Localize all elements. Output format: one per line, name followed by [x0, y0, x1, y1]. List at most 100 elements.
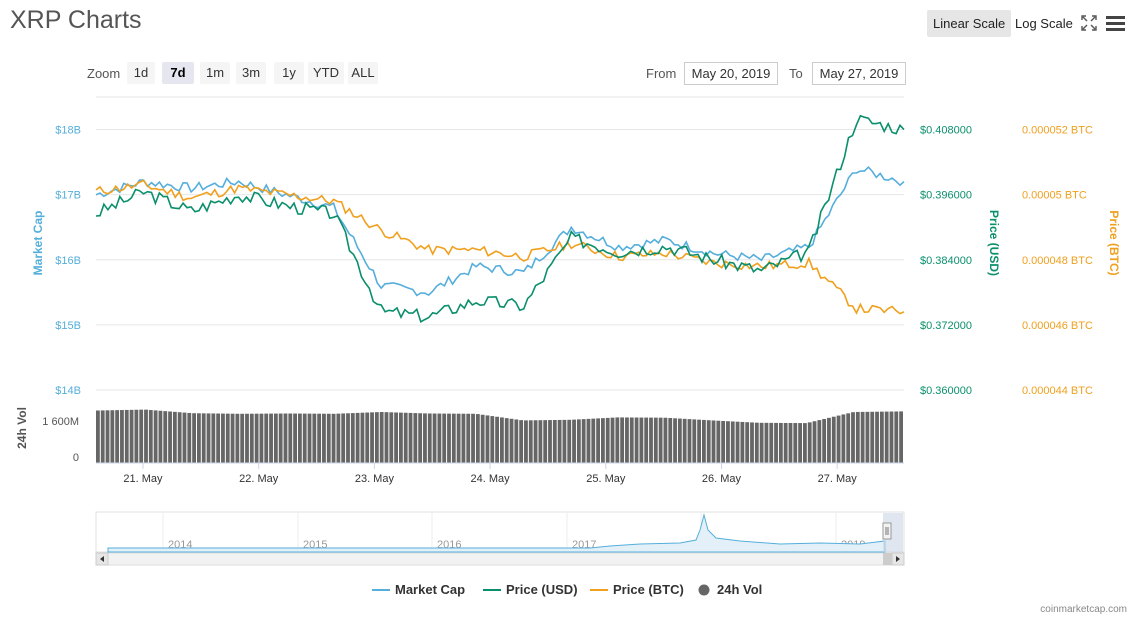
volume-bar	[653, 417, 658, 463]
volume-bar	[307, 413, 312, 463]
volume-tick-label: 0	[73, 452, 79, 464]
volume-bar	[803, 423, 807, 463]
volume-bar	[663, 417, 668, 463]
volume-bar	[817, 420, 822, 463]
volume-bar	[350, 413, 355, 463]
legend-price-usd[interactable]: Price (USD)	[483, 582, 578, 597]
legend-label: Price (USD)	[506, 582, 578, 597]
zoom-all-button[interactable]: ALL	[348, 62, 378, 84]
volume-bar	[798, 423, 802, 463]
volume-bar	[216, 413, 221, 463]
price-btc-tick-label: 0.00005 BTC	[1022, 190, 1087, 202]
zoom-ytd-button[interactable]: YTD	[308, 62, 344, 84]
volume-bar	[740, 421, 745, 463]
x-tick-label: 27. May	[818, 473, 858, 485]
navigator-scrollbar[interactable]	[95, 552, 905, 566]
volume-bar	[182, 412, 187, 463]
volume-bar	[562, 419, 567, 463]
volume-bar	[158, 410, 163, 463]
volume-bar	[293, 413, 297, 463]
volume-bar	[822, 418, 827, 463]
volume-bar	[312, 413, 317, 463]
volume-bar	[374, 412, 379, 463]
scrollbar-thumb[interactable]	[883, 553, 892, 565]
volume-bar	[144, 409, 148, 463]
price-usd-tick-label: $0.360000	[920, 385, 972, 397]
volume-bar	[120, 410, 124, 463]
to-date-input[interactable]: May 27, 2019	[812, 62, 906, 85]
volume-bar	[601, 418, 605, 463]
price-btc-tick-label: 0.000048 BTC	[1022, 255, 1093, 267]
volume-bar	[788, 422, 793, 463]
volume-bar	[855, 411, 860, 463]
legend-volume[interactable]: 24h Vol	[698, 582, 762, 597]
volume-bar	[875, 411, 879, 463]
volume-bar	[495, 416, 499, 463]
line-swatch-icon	[590, 588, 608, 591]
volume-tick-label: 1 600M	[42, 416, 79, 428]
zoom-3m-button[interactable]: 3m	[236, 62, 266, 84]
volume-bar	[273, 413, 278, 463]
volume-bar	[528, 420, 533, 463]
volume-bar	[591, 418, 596, 463]
volume-axis-title: 24h Vol	[15, 407, 29, 449]
volume-bar	[538, 420, 543, 463]
zoom-1y-button[interactable]: 1y	[274, 62, 304, 84]
volume-bar	[110, 410, 115, 463]
volume-bar	[100, 410, 105, 463]
navigator-handle[interactable]	[882, 522, 892, 540]
volume-bar	[480, 414, 485, 463]
volume-bar	[711, 420, 716, 463]
log-scale-button[interactable]: Log Scale	[1015, 16, 1073, 31]
volume-bar	[706, 420, 711, 463]
linear-scale-button[interactable]: Linear Scale	[927, 10, 1012, 37]
market-cap-tick-label: $17B	[55, 190, 81, 202]
volume-bar	[827, 417, 831, 463]
volume-bar	[870, 411, 875, 463]
zoom-7d-button[interactable]: 7d	[162, 62, 194, 84]
volume-bar	[735, 421, 740, 463]
volume-bar	[317, 413, 322, 463]
price-usd-tick-label: $0.396000	[920, 190, 972, 202]
x-tick-label: 24. May	[471, 473, 511, 485]
volume-bar	[225, 413, 230, 463]
volume-bar	[456, 413, 461, 463]
x-tick-label: 25. May	[586, 473, 626, 485]
volume-bar	[860, 411, 865, 463]
from-date-input[interactable]: May 20, 2019	[684, 62, 778, 85]
volume-bar	[548, 420, 552, 463]
volume-bar	[692, 419, 697, 463]
volume-bar	[841, 414, 846, 463]
volume-bar	[500, 417, 504, 463]
volume-bar	[269, 413, 273, 463]
market-cap-tick-label: $16B	[55, 255, 81, 267]
volume-bar	[187, 412, 192, 463]
to-label: To	[789, 66, 803, 81]
volume-bar	[148, 410, 153, 463]
legend-label: Market Cap	[395, 582, 466, 597]
volume-bar	[581, 419, 586, 463]
volume-bar	[509, 418, 514, 463]
volume-bar	[451, 413, 456, 463]
legend-price-btc[interactable]: Price (BTC)	[590, 582, 684, 597]
volume-bar	[807, 422, 812, 463]
legend-market-cap[interactable]: Market Cap	[372, 582, 465, 597]
volume-bar	[336, 413, 341, 463]
volume-bar	[625, 417, 629, 463]
volume-bar	[490, 416, 495, 463]
volume-bar	[576, 419, 581, 463]
volume-bar	[427, 413, 432, 463]
menu-icon[interactable]	[1106, 15, 1126, 31]
legend-label: 24h Vol	[717, 582, 763, 597]
fullscreen-icon[interactable]	[1081, 15, 1097, 31]
volume-bar	[153, 410, 158, 463]
zoom-1m-button[interactable]: 1m	[200, 62, 230, 84]
volume-bar	[115, 410, 120, 463]
volume-bar	[177, 412, 182, 463]
volume-bar	[519, 420, 524, 463]
volume-bar	[485, 415, 490, 463]
volume-bar	[278, 413, 283, 463]
volume-bar	[533, 420, 538, 463]
zoom-1d-button[interactable]: 1d	[127, 62, 155, 84]
volume-bar	[403, 412, 408, 463]
